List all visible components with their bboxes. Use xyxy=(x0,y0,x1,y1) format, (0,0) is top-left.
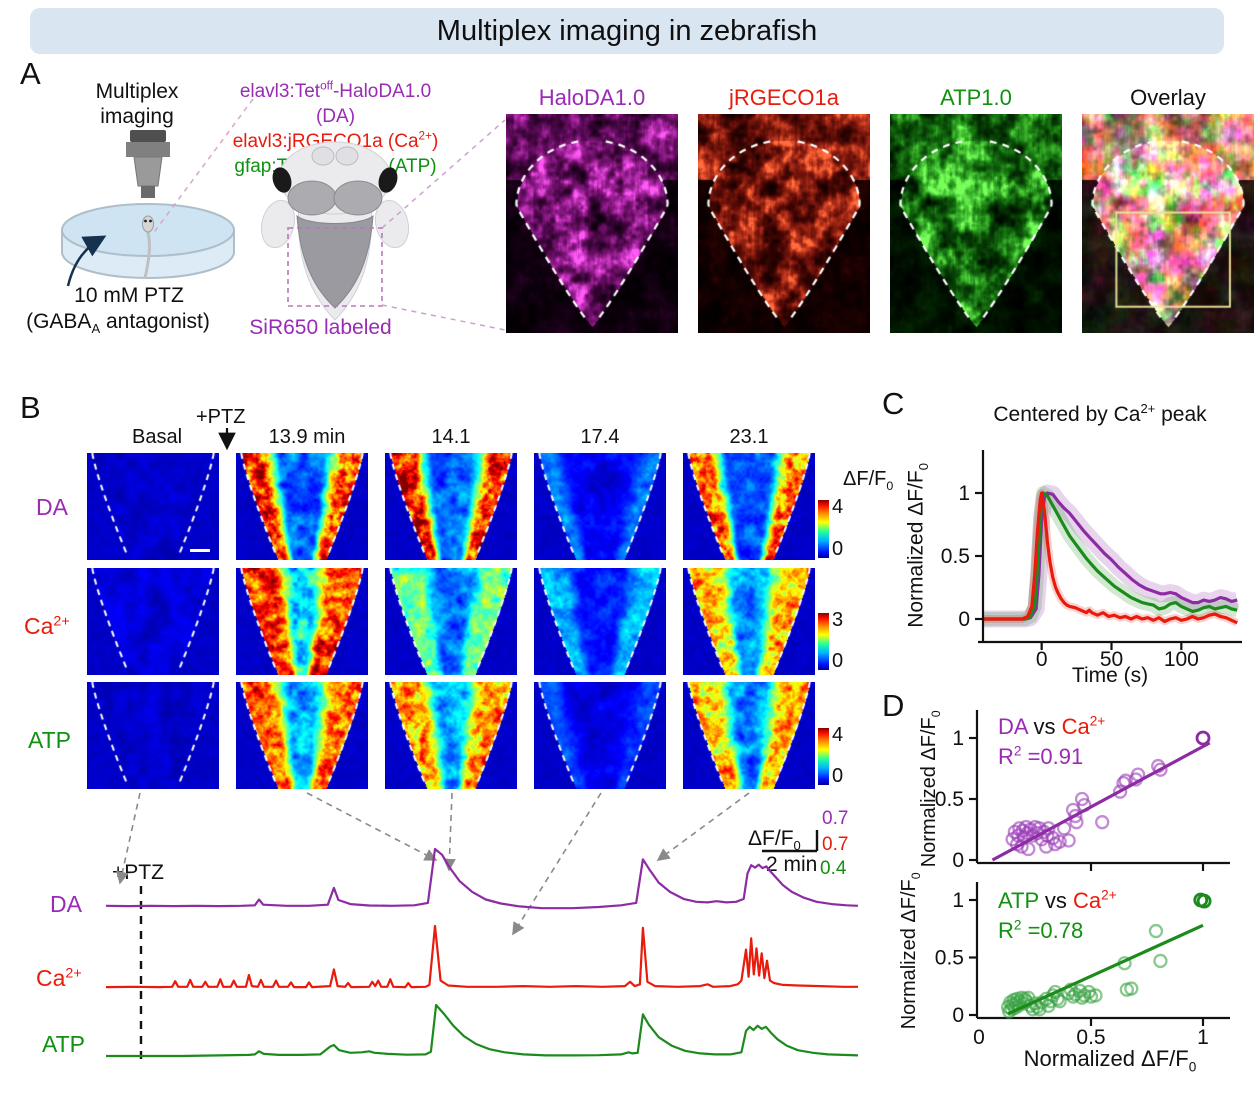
hindbrain-roi-box xyxy=(287,227,383,307)
heatmap-ca-basal xyxy=(87,568,219,675)
image-title-jrgeco: jRGECO1a xyxy=(728,85,840,110)
colorbar-ca xyxy=(818,613,829,670)
image-title-overlay: Overlay xyxy=(1130,85,1206,110)
trace-scale-ca: 0.7 xyxy=(822,834,849,855)
heatmap-atp-231 xyxy=(683,682,815,789)
svg-text:0: 0 xyxy=(973,1026,985,1049)
scatter1-annotation: DA vs Ca2+ xyxy=(998,713,1106,739)
cbar-da-max: 4 xyxy=(832,496,844,518)
construct-da: elavl3:Tetoff-HaloDA1.0 (DA) xyxy=(239,79,432,127)
fish-eye-icon xyxy=(272,167,292,193)
cbar-title-da: ΔF/F0 xyxy=(843,468,894,493)
trace-scale-da: 0.7 xyxy=(822,808,849,829)
col-header-139: 13.9 min xyxy=(268,426,346,448)
svg-text:1: 1 xyxy=(952,727,964,750)
fluor-image-overlay xyxy=(1082,114,1254,333)
heatmap-atp-141 xyxy=(385,682,517,789)
scale-bar-image xyxy=(190,549,210,552)
fluor-image-jrgeco xyxy=(698,114,870,333)
panel-b-label: B xyxy=(20,390,41,425)
heatmap-da-139 xyxy=(236,453,368,560)
figure-title-banner: Multiplex imaging in zebrafish xyxy=(30,8,1224,54)
fluor-image-haloda xyxy=(506,114,678,333)
zebrafish-schematic xyxy=(260,141,410,321)
fluorescence-traces xyxy=(105,847,859,1058)
svg-text:0: 0 xyxy=(952,1004,964,1027)
svg-text:1: 1 xyxy=(952,889,964,912)
zebrafish-larva-icon xyxy=(143,231,151,279)
cbar-atp-min: 0 xyxy=(832,765,844,787)
trace-label-ca: Ca2+ xyxy=(36,965,82,991)
fluor-image-atp xyxy=(890,114,1062,333)
trace-scale-time: 2 min xyxy=(766,853,818,876)
chart-c-ylabel: Normalized ΔF/F0 xyxy=(904,462,931,628)
figure-title: Multiplex imaging in zebrafish xyxy=(436,14,818,47)
heatmap-ca-139 xyxy=(236,568,368,675)
trace-ptz-label: +PTZ xyxy=(112,861,164,884)
cbar-ca-min: 0 xyxy=(832,650,844,672)
trace-label-atp: ATP xyxy=(42,1031,86,1057)
svg-text:0: 0 xyxy=(958,608,970,631)
trace-scale-dff: ΔF/F0 xyxy=(748,827,801,854)
heatmap-atp-174 xyxy=(534,682,666,789)
cbar-ca-max: 3 xyxy=(832,609,844,631)
heatmap-da-231 xyxy=(683,453,815,560)
heatmap-da-141 xyxy=(385,453,517,560)
panel-a-label: A xyxy=(20,56,41,91)
ptz-label-line2: (GABAA antagonist) xyxy=(26,310,210,337)
image-title-haloda: HaloDA1.0 xyxy=(538,85,646,110)
scatter2-r2: R2 =0.78 xyxy=(998,917,1084,943)
setup-caption: Multiplex imaging xyxy=(95,80,179,128)
row-label-da: DA xyxy=(36,494,68,520)
scatter-xlabel: Normalized ΔF/F0 xyxy=(1023,1046,1197,1075)
trace-label-da: DA xyxy=(50,891,82,917)
sir650-label: SiR650 labeled xyxy=(249,316,392,339)
row-label-ca: Ca2+ xyxy=(24,613,70,639)
heatmap-da-basal xyxy=(87,453,219,560)
ptz-arrow xyxy=(66,235,107,287)
scatter2-ylabel: Normalized ΔF/F0 xyxy=(898,872,924,1030)
col-header-basal: Basal xyxy=(131,426,183,448)
heatmap-ca-231 xyxy=(683,568,815,675)
scatter1-r2: R2 =0.91 xyxy=(998,743,1084,769)
svg-text:0: 0 xyxy=(952,849,964,872)
svg-text:0.5: 0.5 xyxy=(935,947,964,970)
col-header-141: 14.1 xyxy=(431,426,471,448)
ptz-label-line1: 10 mM PTZ xyxy=(74,284,184,307)
microscope-objective-icon xyxy=(130,130,166,142)
ptz-top-label: +PTZ xyxy=(196,406,246,428)
heatmap-da-174 xyxy=(534,453,666,560)
heatmap-atp-139 xyxy=(236,682,368,789)
svg-text:1: 1 xyxy=(958,482,970,505)
svg-text:0.5: 0.5 xyxy=(941,545,970,568)
heatmap-ca-141 xyxy=(385,568,517,675)
panel-c-label: C xyxy=(882,386,905,421)
colorbar-da xyxy=(818,500,829,558)
frame-to-trace-connectors xyxy=(116,792,750,936)
heatmap-ca-174 xyxy=(534,568,666,675)
cbar-atp-max: 4 xyxy=(832,724,844,746)
panel-d-label: D xyxy=(882,688,905,723)
colorbar-atp xyxy=(818,728,829,785)
cbar-da-min: 0 xyxy=(832,538,844,560)
chart-c-xlabel: Time (s) xyxy=(1071,664,1149,687)
chart-c-title: Centered by Ca2+ peak xyxy=(993,401,1207,426)
col-header-231: 23.1 xyxy=(729,426,769,448)
scatter2-annotation: ATP vs Ca2+ xyxy=(998,887,1117,913)
heatmap-atp-basal xyxy=(87,682,219,789)
col-header-174: 17.4 xyxy=(580,426,620,448)
trace-scale-atp: 0.4 xyxy=(820,858,847,879)
row-label-atp: ATP xyxy=(28,727,72,753)
image-title-atp: ATP1.0 xyxy=(940,85,1012,110)
